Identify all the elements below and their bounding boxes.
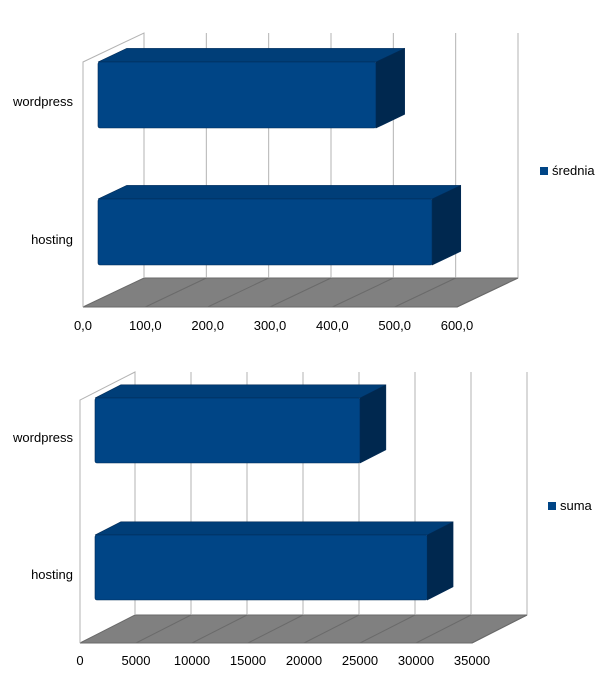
floor-gridline <box>415 614 472 644</box>
bar-top <box>94 521 454 536</box>
x-tick-label: 100,0 <box>129 318 162 333</box>
legend-swatch <box>548 502 556 510</box>
x-tick-label: 10000 <box>174 653 210 668</box>
bar-side <box>375 47 405 129</box>
x-tick-label: 500,0 <box>378 318 411 333</box>
bar-side <box>359 384 387 464</box>
floor-gridline <box>269 277 332 308</box>
x-tick-label: 300,0 <box>254 318 287 333</box>
bar-top <box>94 384 386 399</box>
x-tick-label: 200,0 <box>191 318 224 333</box>
category-label: wordpress <box>12 94 73 109</box>
floor-gridline <box>359 614 416 644</box>
bar-hosting <box>94 534 428 601</box>
bar-top <box>97 185 461 200</box>
x-tick-label: 20000 <box>286 653 322 668</box>
floor-gridline <box>303 614 360 644</box>
bar-wordpress <box>94 397 361 464</box>
x-tick-label: 5000 <box>122 653 151 668</box>
x-tick-label: 25000 <box>342 653 378 668</box>
floor-gridline <box>135 614 192 644</box>
chart-floor <box>79 614 528 644</box>
floor-gridline <box>191 614 248 644</box>
bar-top <box>97 48 405 63</box>
floor-gridline <box>145 277 207 308</box>
bar-wordpress <box>97 61 377 129</box>
floor-gridline <box>471 614 528 644</box>
x-tick-label: 400,0 <box>316 318 349 333</box>
category-label: wordpress <box>12 430 73 445</box>
floor-gridline <box>247 614 304 644</box>
category-label: hosting <box>31 567 73 582</box>
legend-swatch <box>540 167 548 175</box>
x-tick-label: 0 <box>76 653 83 668</box>
floor-gridline <box>456 277 519 308</box>
x-tick-label: 0,0 <box>74 318 92 333</box>
category-label: hosting <box>31 232 73 247</box>
x-tick-label: 30000 <box>398 653 434 668</box>
bar-hosting <box>97 198 433 266</box>
chart-1: wordpress hosting 0,0 100,0 200,0 300,0 400,0 5… <box>12 32 595 333</box>
floor-gridline <box>394 277 456 308</box>
chart-side-wall <box>79 371 136 643</box>
floor-gridline <box>207 277 269 308</box>
chart-side-wall <box>82 32 145 307</box>
bar-side <box>426 521 454 601</box>
bar-side <box>431 184 462 266</box>
floor-gridline <box>332 277 394 308</box>
legend-label: średnia <box>552 163 595 178</box>
legend-label: suma <box>560 498 593 513</box>
x-tick-label: 15000 <box>230 653 266 668</box>
chart-2: wordpress hosting 0 5000 10000 15000 20000 2500… <box>12 371 593 668</box>
x-tick-label: 35000 <box>454 653 490 668</box>
x-tick-label: 600,0 <box>441 318 474 333</box>
